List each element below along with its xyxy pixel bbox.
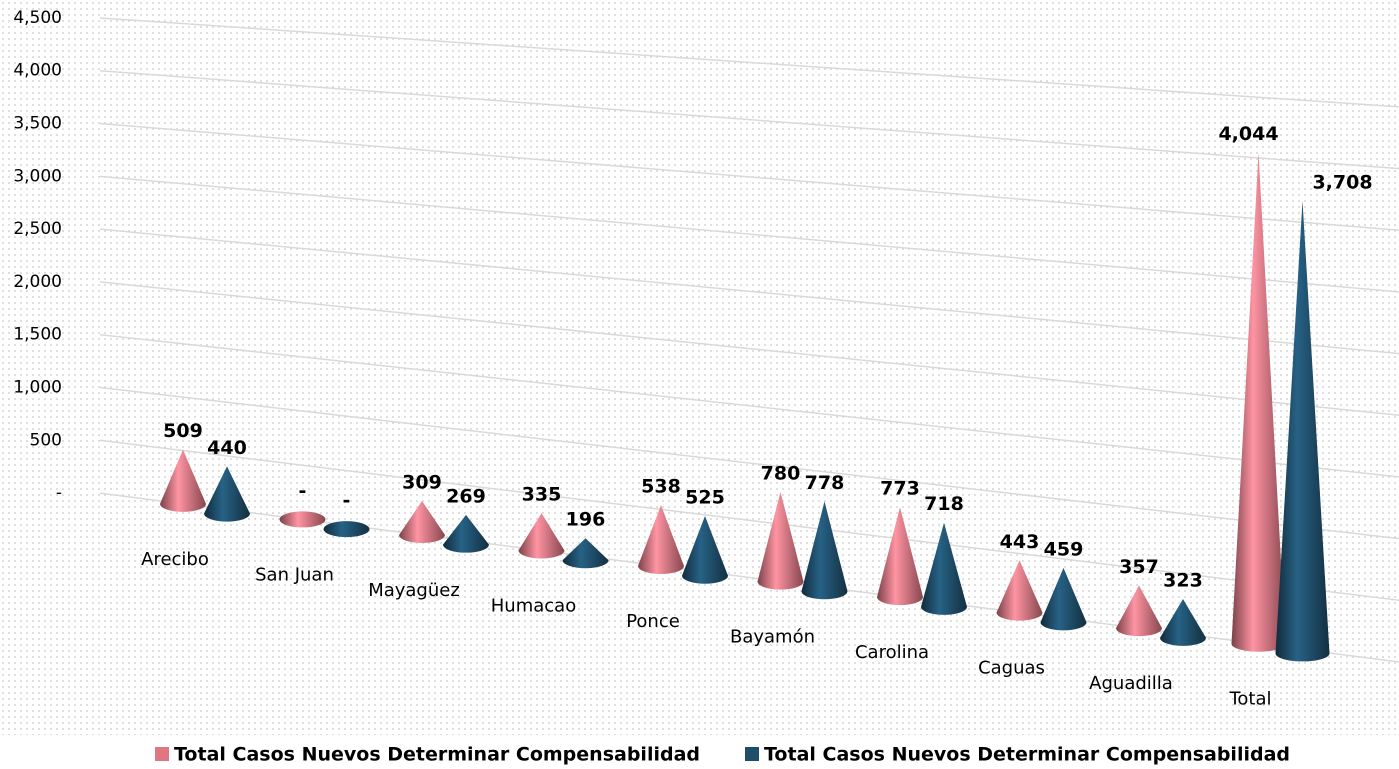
- legend-swatch: [155, 747, 169, 761]
- cone: [518, 513, 565, 559]
- grid-line: [99, 122, 1399, 231]
- cone: [1160, 599, 1206, 646]
- x-tick-label: Carolina: [855, 642, 929, 663]
- cone: [996, 560, 1043, 621]
- value-label: 443: [1000, 531, 1040, 553]
- x-tick-label: Arecibo: [141, 549, 209, 570]
- legend-label: Total Casos Nuevos Determinar Compensabi…: [764, 744, 1290, 766]
- legend-label: Total Casos Nuevos Determinar Compensabi…: [174, 744, 700, 766]
- value-label: 4,044: [1218, 123, 1278, 145]
- value-label: 3,708: [1312, 171, 1372, 193]
- value-label: 525: [685, 486, 725, 508]
- x-tick-label: Ponce: [626, 611, 680, 632]
- x-tick-label: Total: [1228, 689, 1271, 710]
- value-label: 718: [924, 493, 964, 515]
- value-label: 538: [641, 476, 681, 498]
- y-tick-label: 4,500: [13, 8, 62, 28]
- y-tick-label: 4,000: [13, 61, 62, 81]
- y-tick-label: 3,000: [13, 166, 62, 186]
- grid-line: [99, 175, 1399, 293]
- x-tick-label: Mayagüez: [368, 580, 460, 601]
- cone: [638, 505, 684, 575]
- value-label: 778: [805, 472, 845, 494]
- value-label: 269: [446, 485, 486, 507]
- value-label: 309: [402, 471, 442, 493]
- y-tick-label: 2,500: [13, 219, 62, 239]
- cone: [682, 515, 728, 584]
- cone: [757, 491, 804, 590]
- cone: [160, 449, 206, 512]
- value-label: 323: [1163, 570, 1203, 592]
- y-tick-label: 1,000: [13, 378, 62, 398]
- y-tick-label: 2,000: [13, 272, 62, 292]
- cone: [279, 511, 326, 528]
- cone: [399, 500, 445, 543]
- grid-line: [99, 386, 1399, 540]
- grid-line: [99, 17, 1399, 108]
- cone: [801, 501, 848, 600]
- cone: [1275, 200, 1330, 662]
- grid-line: [99, 281, 1399, 417]
- x-tick-label: San Juan: [255, 564, 334, 585]
- x-tick-label: Bayamón: [730, 626, 815, 647]
- value-label: 780: [761, 462, 801, 484]
- value-label: 509: [163, 420, 203, 442]
- cone: [1040, 567, 1087, 631]
- value-label: 440: [207, 437, 247, 459]
- x-tick-label: Humacao: [491, 595, 576, 616]
- value-label: 459: [1044, 538, 1084, 560]
- x-tick-label: Caguas: [978, 657, 1045, 678]
- legend-background: [0, 735, 1399, 769]
- y-tick-label: 3,500: [13, 114, 62, 134]
- value-label: -: [299, 480, 307, 502]
- cone: [1231, 152, 1286, 652]
- value-label: 773: [880, 478, 920, 500]
- cone: [877, 507, 923, 606]
- grid-line: [99, 439, 1399, 602]
- cone: [921, 522, 967, 615]
- y-tick-label: 1,500: [13, 325, 62, 345]
- grid-line: [99, 333, 1399, 478]
- value-label: -: [343, 490, 351, 512]
- legend-swatch: [745, 747, 759, 761]
- value-label: 196: [566, 509, 606, 531]
- x-tick-label: Aguadilla: [1089, 673, 1173, 694]
- cone: [562, 538, 609, 569]
- cone: [1116, 585, 1162, 637]
- value-label: 335: [522, 484, 562, 506]
- cone: [443, 514, 489, 553]
- grid-line: [99, 69, 1399, 170]
- y-tick-label: -: [56, 483, 62, 503]
- y-tick-label: 500: [30, 430, 62, 450]
- grid-line: [99, 228, 1399, 355]
- cone: [323, 521, 370, 538]
- value-label: 357: [1119, 556, 1159, 578]
- cone: [204, 466, 250, 522]
